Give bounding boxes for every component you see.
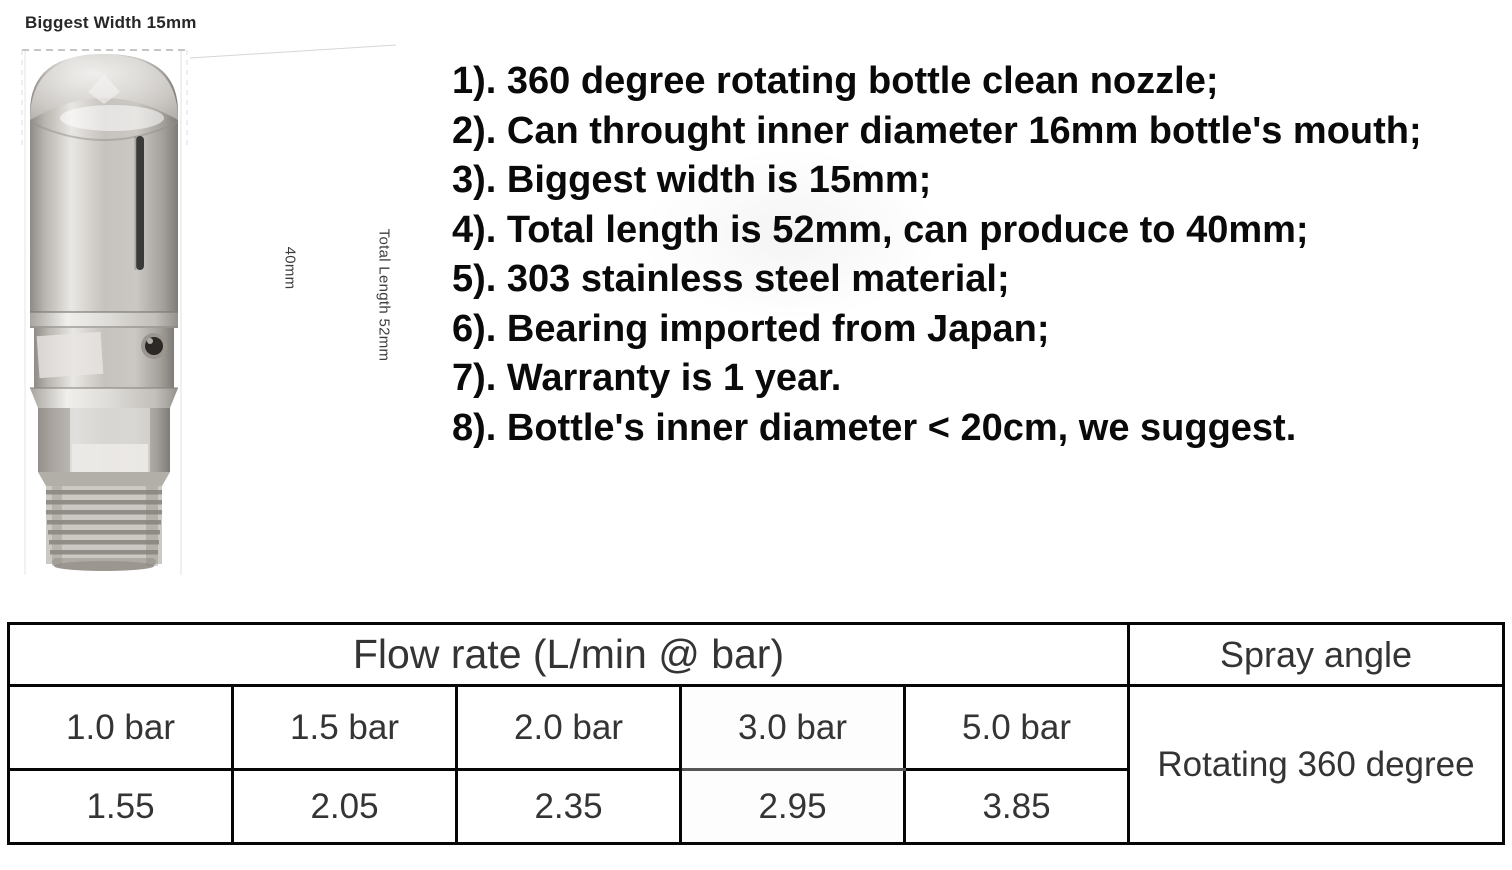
flow-rate-table: Flow rate (L/min @ bar) Spray angle 1.0 … xyxy=(6,622,1505,845)
pressure-cell-2-0-bar: 2.0 bar xyxy=(455,684,682,771)
flow-cell-5: 3.85 xyxy=(902,768,1131,845)
spray-angle-value-cell: Rotating 360 degree xyxy=(1127,684,1505,845)
feature-item-5: 5). 303 stainless steel material; xyxy=(452,258,1010,300)
flow-cell-4: 2.95 xyxy=(679,768,906,845)
pressure-cell-1-0-bar: 1.0 bar xyxy=(7,684,234,771)
feature-item-8: 8). Bottle's inner diameter < 20cm, we s… xyxy=(452,406,1297,449)
pressure-cell-1-5-bar: 1.5 bar xyxy=(231,684,458,771)
flow-rate-header: Flow rate (L/min @ bar) xyxy=(6,622,1131,687)
length-40mm-label: 40mm xyxy=(281,246,299,290)
feature-item-4: 4). Total length is 52mm, can produce to… xyxy=(452,208,1309,251)
pressure-cell-5-0-bar: 5.0 bar xyxy=(902,684,1131,771)
total-length-label: Total Length 52mm xyxy=(375,228,393,362)
flow-cell-3: 2.35 xyxy=(455,768,682,845)
pressure-cell-3-0-bar: 3.0 bar xyxy=(679,684,906,771)
biggest-width-label: Biggest Width 15mm xyxy=(25,13,197,32)
feature-item-1: 1). 360 degree rotating bottle clean noz… xyxy=(452,60,1219,102)
feature-item-6: 6). Bearing imported from Japan; xyxy=(452,307,1050,350)
feature-item-3: 3). Biggest width is 15mm; xyxy=(452,159,932,201)
feature-list: 1). 360 degree rotating bottle clean noz… xyxy=(452,57,1422,453)
feature-item-7: 7). Warranty is 1 year. xyxy=(452,357,842,399)
product-figure: Biggest Width 15mm 40mm Total Length 52m… xyxy=(0,0,430,600)
flow-cell-2: 2.05 xyxy=(231,768,458,845)
spray-angle-header: Spray angle xyxy=(1127,622,1505,687)
flow-cell-1: 1.55 xyxy=(7,768,234,845)
nozzle-photo xyxy=(21,44,397,575)
feature-item-2: 2). Can throught inner diameter 16mm bot… xyxy=(452,109,1422,152)
